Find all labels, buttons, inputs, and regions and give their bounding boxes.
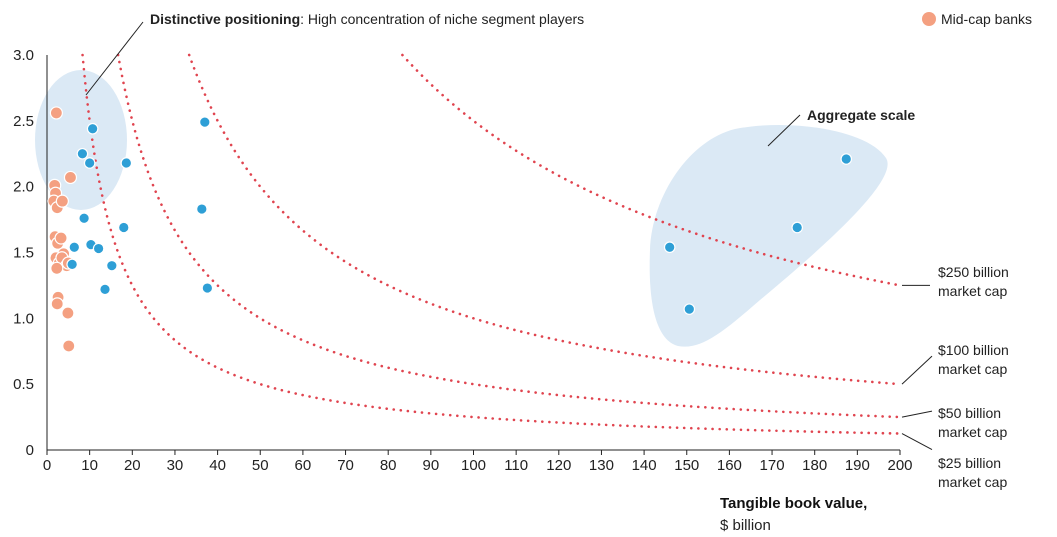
bank-point-15 bbox=[663, 241, 676, 254]
mid-cap-bank-point-15 bbox=[50, 261, 64, 275]
mid-cap-bank-point-19 bbox=[61, 306, 75, 320]
niche-annotation: Distinctive positioning: High concentrat… bbox=[150, 11, 584, 27]
x-axis-ticks: 0 10 20 30 40 50 60 70 80 90 100 110 120 130 140 150 160… bbox=[43, 450, 913, 474]
x-tick-label-17: 170 bbox=[760, 457, 785, 474]
y-tick-label-3: 1.5 bbox=[13, 245, 34, 262]
mid-cap-bank-point-9 bbox=[54, 231, 68, 245]
x-tick-label-9: 90 bbox=[423, 457, 440, 474]
niche-annotation-text: : High concentration of niche segment pl… bbox=[300, 11, 584, 27]
bank-point-3 bbox=[120, 157, 133, 169]
bank-point-4 bbox=[78, 212, 90, 225]
legend-label-mid-cap-banks: Mid-cap banks bbox=[941, 11, 1032, 27]
x-tick-label-2: 20 bbox=[124, 457, 141, 474]
x-tick-label-10: 100 bbox=[461, 457, 486, 474]
curve-label-50b-line1: $50 billion bbox=[938, 405, 1001, 421]
scale-highlight-region bbox=[649, 124, 888, 347]
bank-point-16 bbox=[683, 303, 696, 315]
bank-point-8 bbox=[92, 242, 105, 255]
bank-point-14 bbox=[201, 282, 214, 294]
scale-annotation: Aggregate scale bbox=[807, 107, 915, 123]
x-tick-label-8: 80 bbox=[380, 457, 397, 474]
niche-annotation-leader bbox=[85, 21, 144, 96]
y-tick-label-4: 2.0 bbox=[13, 179, 34, 196]
x-tick-label-7: 70 bbox=[337, 457, 354, 474]
market-cap-curves bbox=[81, 53, 902, 435]
x-tick-label-5: 50 bbox=[252, 457, 269, 474]
curve-label-250b-line1: $250 billion bbox=[938, 264, 1009, 280]
curve-label-leader-25b bbox=[901, 433, 933, 450]
bank-point-18 bbox=[840, 153, 853, 165]
bank-point-10 bbox=[106, 259, 118, 272]
bank-point-2 bbox=[83, 157, 96, 169]
mid-cap-bank-point-6 bbox=[63, 170, 78, 185]
curve-label-leader-50b bbox=[901, 410, 933, 418]
mid-cap-bank-point-0 bbox=[49, 106, 63, 120]
x-tick-label-13: 130 bbox=[589, 457, 614, 474]
x-tick-label-4: 40 bbox=[209, 457, 226, 474]
curve-label-leader-100b bbox=[901, 355, 933, 385]
bank-point-9 bbox=[66, 258, 78, 271]
niche-annotation-bold: Distinctive positioning bbox=[150, 11, 300, 27]
mid-cap-bank-point-5 bbox=[55, 194, 69, 208]
bank-point-1 bbox=[86, 122, 99, 135]
data-points bbox=[47, 106, 853, 353]
x-tick-label-0: 0 bbox=[43, 457, 51, 474]
bank-point-13 bbox=[196, 203, 208, 215]
x-tick-label-16: 160 bbox=[717, 457, 742, 474]
bank-point-12 bbox=[199, 116, 211, 128]
x-tick-label-20: 200 bbox=[887, 457, 912, 474]
x-tick-label-11: 110 bbox=[504, 457, 528, 474]
curve-50b bbox=[116, 53, 902, 419]
niche-highlight-region bbox=[35, 70, 127, 210]
bank-point-0 bbox=[76, 147, 89, 160]
y-tick-label-0: 0 bbox=[26, 442, 34, 459]
highlight-regions bbox=[35, 70, 888, 347]
scale-annotation-leader bbox=[767, 114, 801, 147]
mid-cap-bank-point-18 bbox=[50, 297, 64, 311]
x-tick-label-14: 140 bbox=[632, 457, 657, 474]
market-cap-curve-labels: $250 billion market cap $100 billion market… bbox=[901, 264, 1009, 490]
y-tick-label-1: 0.5 bbox=[13, 376, 34, 393]
y-tick-label-2: 1.0 bbox=[13, 310, 34, 327]
bank-point-6 bbox=[68, 241, 81, 254]
curve-label-25b-line2: market cap bbox=[938, 474, 1007, 490]
curve-label-100b-line1: $100 billion bbox=[938, 342, 1009, 358]
x-tick-label-3: 30 bbox=[167, 457, 184, 474]
bank-point-11 bbox=[99, 283, 111, 296]
curve-label-250b-line2: market cap bbox=[938, 283, 1007, 299]
y-axis-ticks: 0 0.5 1.0 1.5 2.0 2.5 3.0 bbox=[13, 47, 34, 459]
mid-cap-bank-point-20 bbox=[62, 339, 76, 353]
legend: Mid-cap banks bbox=[922, 11, 1032, 27]
y-tick-label-5: 2.5 bbox=[13, 113, 34, 130]
x-axis-title: Tangible book value, bbox=[720, 495, 867, 512]
curve-label-100b-line2: market cap bbox=[938, 361, 1007, 377]
curve-label-50b-line2: market cap bbox=[938, 424, 1007, 440]
x-axis-unit: $ billion bbox=[720, 517, 771, 534]
x-tick-label-6: 60 bbox=[295, 457, 312, 474]
x-tick-label-1: 10 bbox=[81, 457, 98, 474]
curve-100b bbox=[187, 53, 902, 386]
y-tick-label-6: 3.0 bbox=[13, 47, 34, 64]
bank-point-5 bbox=[117, 221, 130, 234]
legend-marker-mid-cap-banks bbox=[922, 12, 936, 26]
x-tick-label-18: 180 bbox=[802, 457, 827, 474]
x-tick-label-12: 120 bbox=[546, 457, 571, 474]
curve-label-25b-line1: $25 billion bbox=[938, 455, 1001, 471]
x-tick-label-19: 190 bbox=[845, 457, 870, 474]
bank-point-17 bbox=[791, 221, 804, 234]
x-tick-label-15: 150 bbox=[674, 457, 699, 474]
